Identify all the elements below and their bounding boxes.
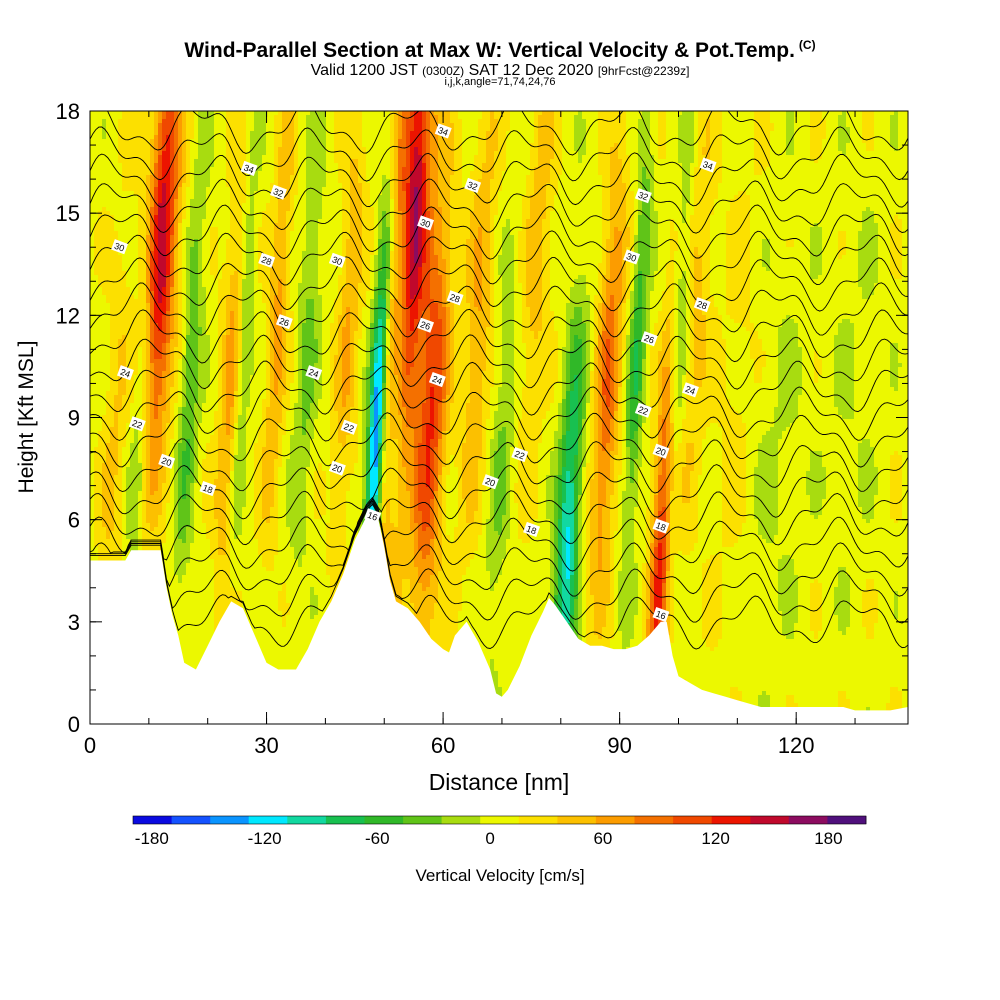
colorbar-swatch bbox=[827, 816, 866, 824]
colorbar-swatch bbox=[750, 816, 789, 824]
y-tick-label: 9 bbox=[68, 406, 80, 431]
x-axis-label: Distance [nm] bbox=[429, 769, 570, 795]
x-tick-label: 120 bbox=[778, 733, 815, 758]
colorbar-tick-label: 120 bbox=[701, 829, 729, 848]
colorbar-swatch bbox=[480, 816, 519, 824]
colorbar-tick-label: -180 bbox=[135, 829, 169, 848]
colorbar-swatch bbox=[557, 816, 596, 824]
x-tick-label: 0 bbox=[84, 733, 96, 758]
colorbar-tick-label: 0 bbox=[485, 829, 494, 848]
x-tick-label: 90 bbox=[607, 733, 631, 758]
chart-svg: 3434343232323030303028282826 262624 242424… bbox=[0, 0, 1000, 1000]
colorbar-swatch bbox=[635, 816, 674, 824]
colorbar-tick-label: -60 bbox=[365, 829, 390, 848]
colorbar-swatch bbox=[403, 816, 442, 824]
colorbar-tick-label: 180 bbox=[814, 829, 842, 848]
colorbar-swatch bbox=[249, 816, 288, 824]
y-tick-label: 18 bbox=[56, 99, 80, 124]
colorbar-swatch bbox=[789, 816, 828, 824]
y-tick-label: 12 bbox=[56, 303, 80, 328]
colorbar: -180 -120 -60 0 60 120 180 bbox=[133, 816, 866, 848]
y-tick-label: 0 bbox=[68, 712, 80, 737]
colorbar-swatch bbox=[519, 816, 558, 824]
colorbar-tick-label: -120 bbox=[248, 829, 282, 848]
y-tick-label: 15 bbox=[56, 201, 80, 226]
colorbar-swatch bbox=[326, 816, 365, 824]
y-tick-label: 3 bbox=[68, 610, 80, 635]
x-tick-label: 60 bbox=[431, 733, 455, 758]
colorbar-swatch bbox=[442, 816, 481, 824]
colorbar-swatch bbox=[712, 816, 751, 824]
colorbar-label: Vertical Velocity [cm/s] bbox=[415, 866, 584, 885]
colorbar-swatch bbox=[365, 816, 404, 824]
x-tick-label: 30 bbox=[254, 733, 278, 758]
colorbar-swatch bbox=[172, 816, 211, 824]
colorbar-swatch bbox=[596, 816, 635, 824]
colorbar-swatch bbox=[287, 816, 326, 824]
colorbar-tick-label: 60 bbox=[593, 829, 612, 848]
y-axis-label: Height [Kft MSL] bbox=[15, 341, 38, 494]
y-tick-label: 6 bbox=[68, 508, 80, 533]
colorbar-swatch bbox=[210, 816, 249, 824]
colorbar-swatch bbox=[673, 816, 712, 824]
colorbar-swatch bbox=[133, 816, 172, 824]
